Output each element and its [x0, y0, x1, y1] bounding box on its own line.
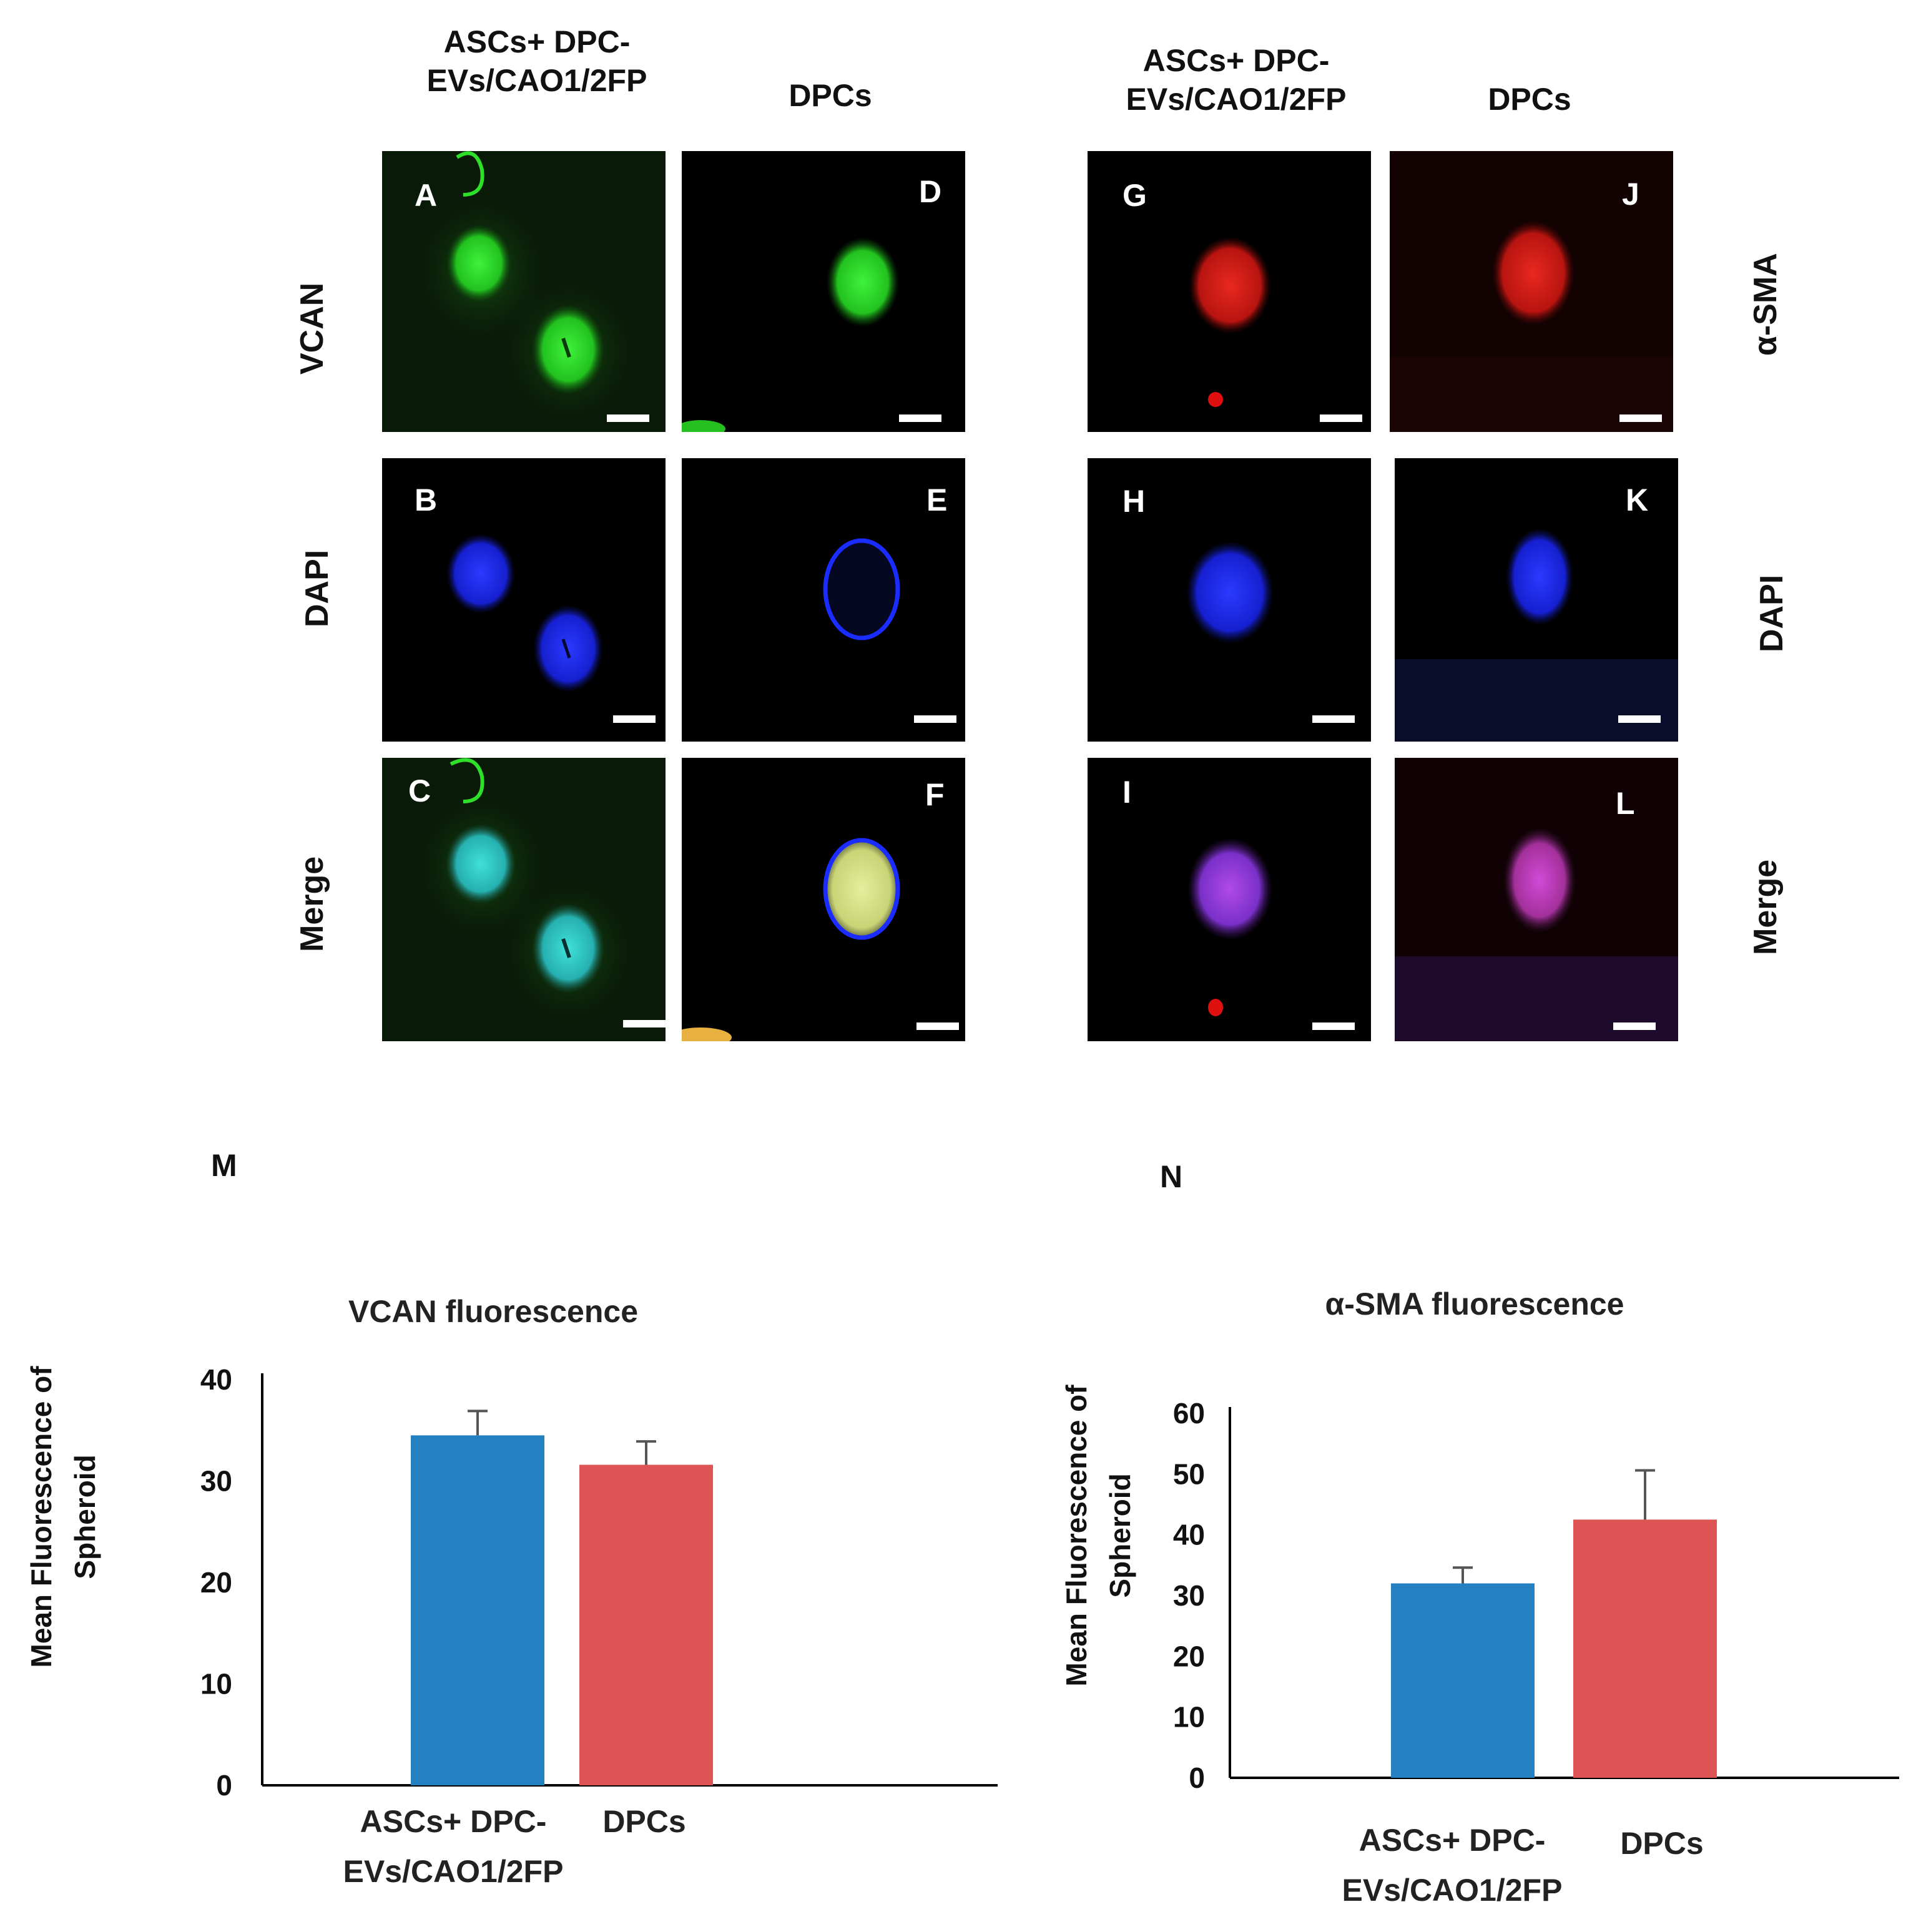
scale-bar — [1618, 715, 1661, 723]
spheroid-image — [1186, 541, 1274, 644]
y-tick-label: 0 — [1189, 1762, 1205, 1794]
y-tick-label: 40 — [200, 1363, 232, 1396]
bar-chart-2: α-SMA fluorescence Mean Fluorescence of Sp… — [1060, 1287, 1899, 1908]
panel-letter: L — [1616, 786, 1635, 821]
panel-letter: E — [926, 483, 948, 517]
spheroid-image — [382, 758, 666, 1041]
panel-letter: A — [415, 178, 438, 213]
panel-letter: I — [1123, 775, 1131, 810]
bar — [1391, 1583, 1535, 1778]
y-tick-label: 50 — [1173, 1458, 1205, 1490]
panel-letter: G — [1123, 178, 1147, 213]
panel-d-vcan-dpcs: D — [682, 151, 965, 432]
panel-letter: C — [408, 773, 431, 808]
panel-c-merge-combined: C — [382, 758, 666, 1041]
spheroid-image — [1395, 758, 1678, 1041]
bar — [1573, 1519, 1717, 1778]
spheroid-image — [823, 538, 900, 640]
spheroid-image — [1390, 151, 1673, 432]
scale-bar — [1613, 1022, 1656, 1030]
x-tick-label: DPCs — [1620, 1826, 1703, 1861]
header-left-dpcs: DPCs — [743, 76, 918, 115]
y-tick-label: 20 — [1173, 1640, 1205, 1672]
y-tick-label: 40 — [1173, 1519, 1205, 1551]
header-left-combined: ASCs+ DPC- EVs/CAO1/2FP — [375, 22, 699, 100]
panel-f-merge-dpcs: F — [682, 758, 965, 1041]
scale-bar — [623, 1020, 666, 1027]
chart-letter-n: N — [1160, 1159, 1183, 1194]
spheroid-image — [382, 151, 666, 432]
panel-letter: F — [925, 777, 945, 812]
bar — [579, 1464, 713, 1785]
panel-letter: J — [1622, 177, 1639, 212]
header-text: ASCs+ DPC- EVs/CAO1/2FP — [426, 24, 647, 98]
scale-bar — [914, 715, 956, 723]
y-tick-label: 10 — [200, 1668, 232, 1700]
panel-j-sma-dpcs: J — [1390, 151, 1673, 432]
x-tick-label: DPCs — [602, 1804, 685, 1839]
chart-title: VCAN fluorescence — [348, 1294, 638, 1329]
header-text: DPCs — [1488, 82, 1571, 117]
spheroid-image — [1189, 237, 1271, 407]
panel-k-dapi-dpcs: K — [1395, 458, 1678, 742]
bar — [411, 1435, 544, 1785]
x-tick-label: ASCs+ DPC-EVs/CAO1/2FP — [1342, 1823, 1563, 1908]
y-tick-label: 20 — [200, 1566, 232, 1599]
panel-e-dapi-dpcs: E — [682, 458, 965, 742]
scale-bar — [613, 715, 656, 723]
panel-l-merge-dpcs: L — [1395, 758, 1678, 1041]
scale-bar — [1312, 715, 1355, 723]
header-right-combined: ASCs+ DPC- EVs/CAO1/2FP — [1074, 41, 1398, 119]
scale-bar — [1619, 414, 1662, 422]
scale-bar — [899, 414, 941, 422]
panel-i-merge-combined: I — [1088, 758, 1371, 1041]
y-tick-label: 30 — [1173, 1579, 1205, 1612]
y-tick-label: 60 — [1173, 1397, 1205, 1429]
bar-chart-1: VCAN fluorescence Mean Fluorescence of Sph… — [25, 1294, 998, 1889]
panel-letter: D — [919, 174, 942, 209]
spheroid-image — [1395, 528, 1678, 742]
panel-g-sma-combined: G — [1088, 151, 1371, 432]
scale-bar — [916, 1022, 959, 1030]
panel-letter: K — [1626, 483, 1649, 517]
y-tick-label: 10 — [1173, 1701, 1205, 1733]
spheroid-image — [1187, 838, 1272, 1016]
header-text: DPCs — [789, 78, 872, 113]
header-right-dpcs: DPCs — [1442, 80, 1617, 119]
scale-bar — [1320, 414, 1362, 422]
spheroid-image — [682, 838, 900, 1041]
y-axis-label: Mean Fluorescence of Spheroid — [1060, 1385, 1136, 1687]
panel-b-dapi-combined: B — [382, 458, 666, 742]
panel-letter: H — [1123, 484, 1146, 519]
spheroid-image — [446, 534, 603, 692]
panel-letter: B — [415, 483, 438, 517]
chart-title: α-SMA fluorescence — [1325, 1287, 1624, 1322]
panel-a-vcan-combined: A — [382, 151, 666, 432]
y-tick-label: 30 — [200, 1465, 232, 1498]
panel-h-dapi-combined: H — [1088, 458, 1371, 742]
chart-letter-m: M — [211, 1148, 237, 1183]
scale-bar — [1312, 1022, 1355, 1030]
y-axis-label: Mean Fluorescence of Spheroid — [25, 1366, 101, 1668]
scale-bar — [607, 414, 649, 422]
header-text: ASCs+ DPC- EVs/CAO1/2FP — [1126, 43, 1347, 117]
spheroid-image — [682, 237, 899, 432]
y-tick-label: 0 — [216, 1769, 232, 1802]
x-tick-label: ASCs+ DPC-EVs/CAO1/2FP — [343, 1804, 564, 1889]
